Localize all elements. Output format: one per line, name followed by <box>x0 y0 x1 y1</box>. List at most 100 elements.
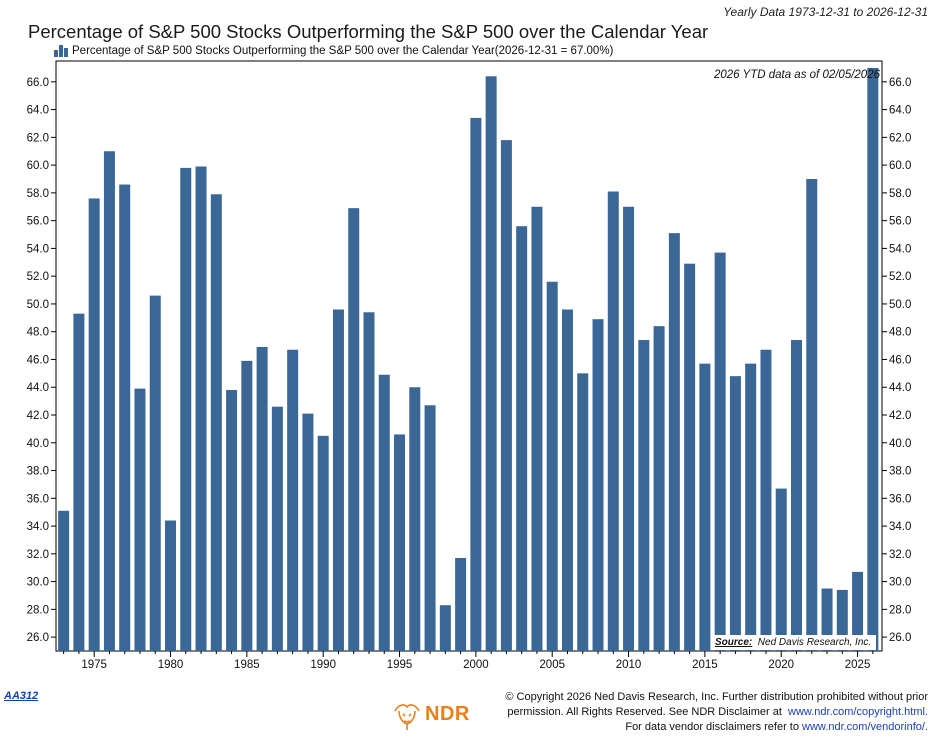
y-tick-label-left: 34.0 <box>27 521 49 533</box>
y-tick-label-right: 44.0 <box>889 382 911 394</box>
bar-chart: 26.0 26.0 28.0 28.0 30.0 30.0 32.0 32.0 34.0 34.0… <box>27 60 911 671</box>
bar-1976 <box>103 151 115 652</box>
bar-1979 <box>149 295 161 651</box>
bar-2024 <box>836 589 848 651</box>
y-tick-label-left: 36.0 <box>27 493 49 505</box>
x-tick-label: 2010 <box>616 659 642 671</box>
y-tick-label-left: 58.0 <box>27 188 49 200</box>
copyright-link[interactable]: www.ndr.com/copyright.html. <box>788 706 928 718</box>
copyright-line-1: © Copyright 2026 Ned Davis Research, Inc… <box>505 691 928 703</box>
bar-chart-icon <box>54 45 69 57</box>
bar-1988 <box>287 349 299 651</box>
chart-title: Percentage of S&P 500 Stocks Outperformi… <box>28 21 709 42</box>
chart-id-link[interactable]: AA312 <box>4 690 39 702</box>
source-value: Ned Davis Research, Inc. <box>757 637 872 648</box>
y-tick-label-right: 28.0 <box>889 604 911 616</box>
bar-1986 <box>256 346 268 651</box>
x-tick-label: 1995 <box>387 659 413 671</box>
y-tick-label-left: 44.0 <box>27 382 49 394</box>
y-tick-label-right: 30.0 <box>889 577 911 589</box>
y-tick-label-right: 56.0 <box>889 216 911 228</box>
y-tick-label-right: 32.0 <box>889 549 911 561</box>
y-tick-label-right: 60.0 <box>889 160 911 172</box>
y-tick-label-left: 48.0 <box>27 327 49 339</box>
bar-1981 <box>180 167 192 651</box>
bar-2000 <box>470 117 482 652</box>
bar-1975 <box>88 198 100 651</box>
bar-2012 <box>653 326 665 651</box>
bar-1994 <box>378 374 390 651</box>
bar-1984 <box>226 390 238 651</box>
y-tick-label-right: 46.0 <box>889 354 911 366</box>
ndr-logo: NDR <box>392 697 470 731</box>
x-tick-label: 2000 <box>463 659 489 671</box>
y-tick-label-left: 30.0 <box>27 577 49 589</box>
y-tick-label-right: 42.0 <box>889 410 911 422</box>
y-tick-label-right: 40.0 <box>889 438 911 450</box>
bar-1990 <box>317 435 329 651</box>
y-tick-label-left: 42.0 <box>27 410 49 422</box>
bar-2013 <box>668 233 680 651</box>
bar-1995 <box>394 434 406 651</box>
bar-2020 <box>775 488 787 651</box>
bar-1987 <box>271 406 283 651</box>
y-tick-label-right: 50.0 <box>889 299 911 311</box>
bar-2006 <box>561 309 573 651</box>
y-tick-label-right: 36.0 <box>889 493 911 505</box>
bar-1992 <box>348 208 360 651</box>
bull-icon <box>394 704 420 730</box>
source-label: Source: <box>715 637 753 648</box>
y-tick-label-left: 40.0 <box>27 438 49 450</box>
x-tick-label: 2015 <box>692 659 718 671</box>
copyright-notice: © Copyright 2026 Ned Davis Research, Inc… <box>498 690 928 735</box>
x-tick-label: 1975 <box>81 659 107 671</box>
copyright-line-2: permission. All Rights Reserved. See NDR… <box>507 706 928 718</box>
y-tick-label-right: 34.0 <box>889 521 911 533</box>
legend: Percentage of S&P 500 Stocks Outperformi… <box>54 45 613 57</box>
bar-1977 <box>119 184 131 652</box>
bar-2016 <box>714 252 726 651</box>
y-tick-label-right: 58.0 <box>889 188 911 200</box>
y-tick-label-left: 28.0 <box>27 604 49 616</box>
y-tick-label-right: 38.0 <box>889 466 911 478</box>
x-tick-label: 1990 <box>310 659 336 671</box>
bar-2011 <box>638 340 650 651</box>
y-tick-label-right: 62.0 <box>889 132 911 144</box>
bar-2017 <box>729 376 741 651</box>
bar-2023 <box>821 588 833 651</box>
y-tick-label-left: 64.0 <box>27 105 49 117</box>
bar-1980 <box>165 520 176 651</box>
bar-1998 <box>439 605 451 651</box>
bar-2001 <box>485 76 497 651</box>
bar-1997 <box>424 405 436 651</box>
bar-2014 <box>684 263 696 651</box>
bar-1993 <box>363 312 375 651</box>
bar-2005 <box>546 281 558 651</box>
y-tick-label-left: 54.0 <box>27 243 49 255</box>
y-tick-label-right: 66.0 <box>889 77 911 89</box>
bar-2015 <box>699 363 711 651</box>
x-tick-label: 2020 <box>768 659 794 671</box>
y-tick-label-right: 26.0 <box>889 632 911 644</box>
y-tick-label-left: 66.0 <box>27 77 49 89</box>
bar-1983 <box>210 194 222 651</box>
x-tick-label: 2025 <box>845 659 871 671</box>
bar-1991 <box>332 309 344 651</box>
logo-text: NDR <box>425 702 470 725</box>
bar-2009 <box>607 191 619 652</box>
vendor-info-link[interactable]: www.ndr.com/vendorinfo/. <box>802 721 928 733</box>
copyright-line-3: For data vendor disclaimers refer to www… <box>625 721 928 733</box>
bar-2025 <box>852 571 864 651</box>
bar-2022 <box>806 179 818 651</box>
bar-2026 <box>867 67 879 651</box>
bar-2018 <box>745 363 757 651</box>
y-tick-label-left: 60.0 <box>27 160 49 172</box>
legend-label: Percentage of S&P 500 Stocks Outperformi… <box>72 45 614 57</box>
bar-1999 <box>455 557 467 651</box>
bar-2003 <box>516 226 528 651</box>
bar-2002 <box>500 140 512 651</box>
bar-1973 <box>58 510 70 651</box>
bar-2021 <box>791 340 802 651</box>
y-tick-label-left: 38.0 <box>27 466 49 478</box>
y-tick-label-left: 32.0 <box>27 549 49 561</box>
